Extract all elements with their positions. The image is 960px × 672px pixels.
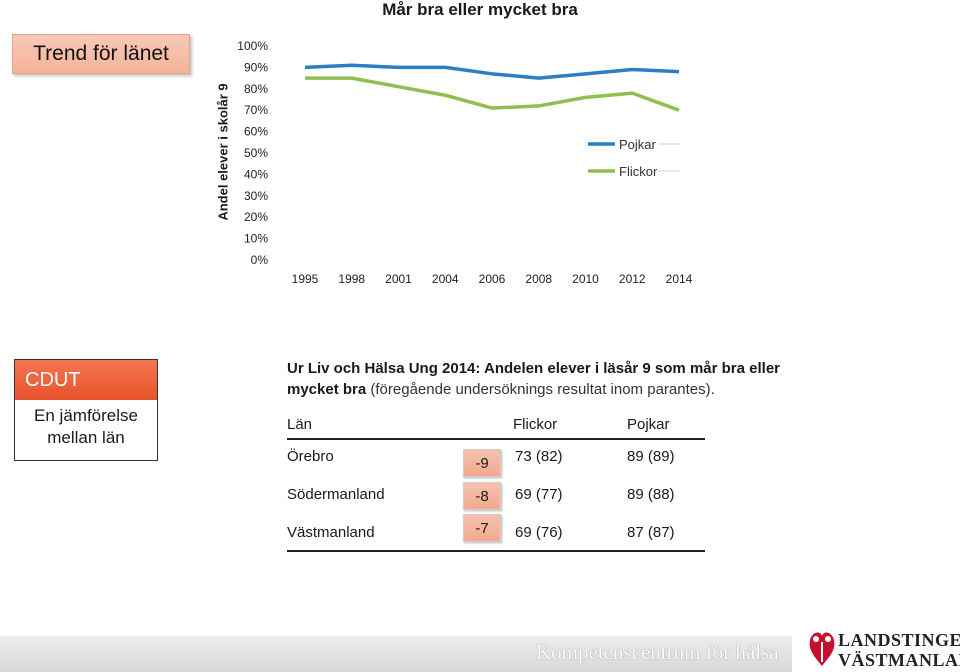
logo-text-line2: VÄSTMANLAND: [838, 650, 960, 670]
row-pojkar: 89 (89): [627, 448, 675, 465]
y-tick-label: 40%: [244, 167, 268, 181]
legend-label-pojkar: Pojkar: [619, 137, 657, 152]
row-diff-badge: -9: [463, 449, 501, 477]
table-header-flickor: Flickor: [513, 416, 558, 433]
x-tick-label: 2008: [525, 272, 552, 286]
y-tick-label: 100%: [237, 39, 268, 53]
x-tick-label: 2012: [619, 272, 646, 286]
table-header-divider: [287, 438, 705, 440]
table-header-pojkar: Pojkar: [627, 416, 670, 433]
cdut-box: CDUT En jämförelse mellan län: [14, 359, 158, 461]
description-bold: Ur Liv och Hälsa Ung 2014: Andelen eleve…: [287, 360, 780, 398]
row-flickor: 69 (76): [515, 524, 563, 541]
y-tick-label: 10%: [244, 232, 268, 246]
description: Ur Liv och Hälsa Ung 2014: Andelen eleve…: [287, 358, 807, 400]
series-line-flickor: [305, 76, 680, 112]
trend-label-box: Trend för länet: [12, 34, 190, 74]
row-pojkar: 87 (87): [627, 524, 675, 541]
landstinget-logo-icon: [809, 632, 835, 666]
logo-text-line1: LANDSTINGET: [838, 630, 960, 650]
x-tick-label: 2004: [432, 272, 459, 286]
series-line-pojkar: [304, 63, 680, 80]
line-chart: 0% 10% 20% 30% 40% 50% 60% 70% 80% 90% 100% 1995 199…: [237, 39, 693, 286]
row-lan: Södermanland: [287, 486, 385, 503]
cdut-subtitle: En jämförelse mellan län: [15, 405, 157, 449]
y-tick-label: 90%: [244, 60, 268, 74]
row-pojkar: 89 (88): [627, 486, 675, 503]
landstinget-logo: LANDSTINGET VÄSTMANLAND: [800, 626, 960, 672]
description-bold2: bra: [342, 381, 367, 398]
x-tick-label: 2010: [572, 272, 599, 286]
y-tick-label: 80%: [244, 82, 268, 96]
description-rest: (föregående undersöknings resultat inom …: [370, 381, 715, 398]
y-tick-label: 70%: [244, 103, 268, 117]
y-tick-label: 0%: [251, 253, 269, 267]
row-lan: Västmanland: [287, 524, 375, 541]
chart-title: Mår bra eller mycket bra: [382, 0, 578, 19]
y-tick-label: 20%: [244, 210, 268, 224]
row-lan: Örebro: [287, 448, 334, 465]
cdut-heading: CDUT: [15, 360, 157, 400]
row-diff-badge: -8: [463, 482, 501, 510]
table-header-lan: Län: [287, 416, 313, 433]
row-flickor: 69 (77): [515, 486, 563, 503]
y-tick-label: 50%: [244, 146, 268, 160]
table-bottom-divider: [287, 550, 705, 552]
row-diff-badge: -7: [463, 514, 501, 542]
x-tick-label: 1998: [338, 272, 365, 286]
x-tick-label: 1995: [292, 272, 319, 286]
footer-text: Kompetenscentrum för hälsa: [536, 640, 779, 664]
x-tick-label: 2014: [666, 272, 693, 286]
y-tick-label: 60%: [244, 125, 268, 139]
cdut-subtitle-line1: En jämförelse: [34, 406, 138, 425]
x-tick-label: 2001: [385, 272, 412, 286]
row-flickor: 73 (82): [515, 448, 563, 465]
legend-label-flickor: Flickor: [619, 164, 658, 179]
y-tick-label: 30%: [244, 189, 268, 203]
x-tick-label: 2006: [479, 272, 506, 286]
footer-bar: [0, 636, 792, 672]
cdut-subtitle-line2: mellan län: [47, 428, 125, 447]
